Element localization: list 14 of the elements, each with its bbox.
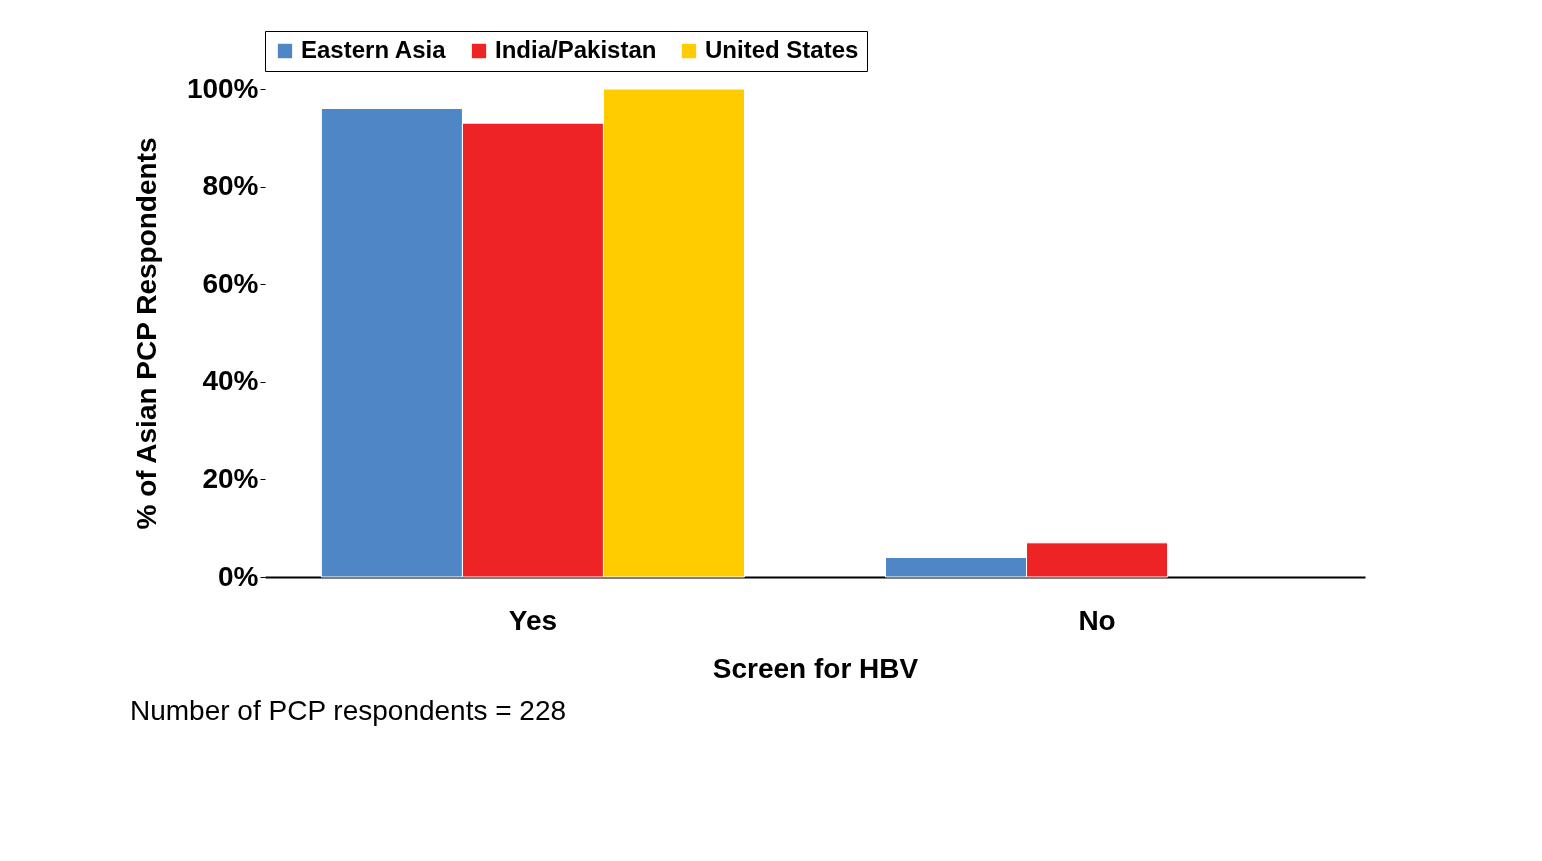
x-axis-title: Screen for HBV [712,652,919,684]
y-tick-label: 20% [202,462,259,494]
y-tick-label: 0% [218,560,259,592]
x-tick-label: No [1078,604,1116,636]
y-tick-label: 40% [202,365,259,397]
y-axis-title: % of Asian PCP Respondents [130,137,162,530]
text: Number of PCP respondents = 228 [130,695,567,726]
y-tick-label: 100% [186,72,259,104]
y-tick-label: 80% [202,170,259,202]
legend-label: India/Pakistan [495,36,657,63]
legend-label: United States [705,36,859,63]
x-tick-label: Yes [508,604,558,636]
y-tick-label: 60% [202,267,259,299]
legend-label: Eastern Asia [301,36,447,63]
